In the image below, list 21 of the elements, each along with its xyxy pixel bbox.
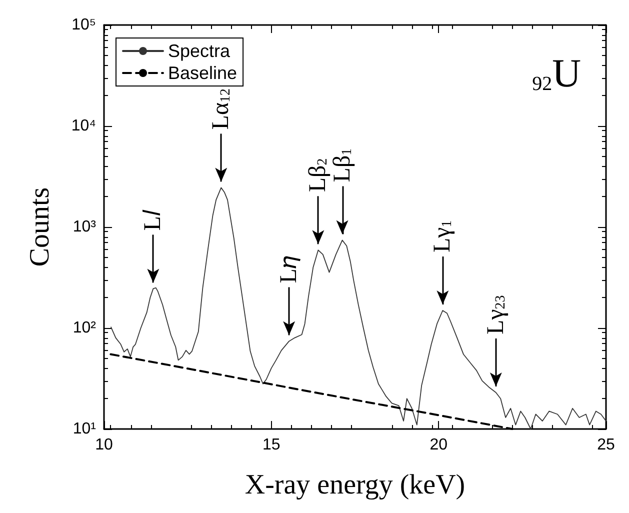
x-tick-label: 15 — [262, 436, 280, 454]
annotation: Lγ23 — [482, 295, 509, 334]
x-tick-label: 20 — [430, 436, 448, 454]
x-tick-label: 25 — [597, 436, 615, 454]
annotation: Lα12 — [208, 88, 234, 130]
annotation: 92U — [532, 50, 582, 96]
y-tick-label: 10² — [72, 320, 97, 336]
annotation: Lβ1 — [329, 148, 356, 182]
annotation: Lγ1 — [430, 220, 456, 253]
y-tick-label: 10³ — [72, 218, 97, 236]
y-tick-label: 10¹ — [72, 420, 96, 438]
y-axis-title: Counts — [24, 187, 56, 267]
x-tick-label: 10 — [95, 436, 113, 454]
annotation: Lβ2 — [305, 158, 332, 192]
y-tick-label: 10⁵ — [72, 16, 96, 34]
x-axis-title: X-ray energy (keV) — [244, 470, 466, 500]
legend-label: Spectra — [168, 41, 232, 61]
annotation: L𝜂 — [276, 256, 302, 284]
y-tick-label: 10⁴ — [71, 118, 96, 134]
annotation: L𝑙 — [140, 209, 166, 231]
legend-label: Baseline — [168, 63, 238, 83]
